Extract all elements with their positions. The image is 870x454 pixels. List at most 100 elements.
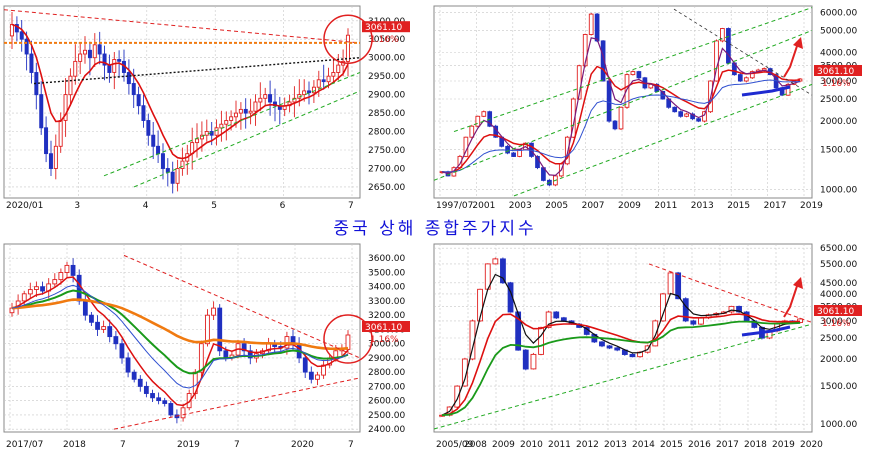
candle-body (345, 34, 350, 62)
plot-frame (433, 5, 813, 199)
candle-body (137, 378, 143, 387)
y-tick-label: 2500.00 (368, 411, 405, 421)
candle-body (195, 138, 200, 144)
last-value-label: 3061.10 (817, 307, 854, 317)
candle-body (630, 71, 636, 76)
y-tick-label: 3200.00 (368, 311, 405, 321)
y-tick-label: 2000.00 (820, 355, 857, 365)
x-tick-label: 2019 (177, 440, 200, 450)
y-tick-label: 1000.00 (820, 420, 857, 430)
candle-body (113, 336, 119, 345)
candle-body (241, 343, 247, 352)
candle-body (70, 264, 76, 276)
candle-body (78, 53, 83, 62)
candle-body (146, 120, 151, 136)
x-tick-label: 2016 (688, 440, 711, 450)
support-line (741, 325, 791, 337)
candle-body (204, 131, 209, 136)
candle-body (258, 97, 263, 103)
y-tick-label: 3000.00 (820, 77, 857, 87)
y-tick-label: 2650.00 (368, 183, 405, 193)
trend-arrow (783, 42, 799, 78)
moving-average-line (11, 284, 349, 389)
y-tick-label: 2800.00 (368, 128, 405, 138)
candle-body (253, 101, 258, 112)
y-tick-label: 2750.00 (368, 146, 405, 156)
candle-body (101, 326, 107, 330)
y-tick-label: 2800.00 (368, 368, 405, 378)
candle-body (205, 314, 210, 345)
candle-body (461, 358, 468, 387)
candle-body (243, 108, 248, 114)
candle-body (492, 258, 499, 265)
channel-line (453, 7, 813, 133)
candle-body (217, 307, 223, 352)
candle-body (726, 28, 731, 64)
last-value-label: 3061.10 (817, 67, 854, 77)
candle-body (34, 286, 39, 290)
candle-body (224, 120, 229, 125)
candle-body (24, 38, 29, 55)
candle-body (21, 293, 27, 302)
last-value-box (362, 21, 410, 33)
x-tick-label: 2007 (582, 201, 605, 211)
candle-body (660, 293, 666, 322)
x-tick-label: 2019 (772, 440, 795, 450)
candle-body (44, 127, 49, 155)
x-tick-label: 2013 (604, 440, 627, 450)
x-tick-label: 4 (143, 201, 149, 211)
trend-line (648, 263, 813, 323)
y-tick-label: 6000.00 (820, 8, 857, 18)
candle-body (160, 153, 165, 169)
candle-body (223, 350, 229, 359)
candle-body (302, 357, 308, 373)
y-tick-label: 2900.00 (368, 354, 405, 364)
candle-body (749, 71, 755, 79)
channel-line (433, 29, 813, 181)
x-tick-label: 2018 (744, 440, 767, 450)
candle-body (599, 341, 605, 347)
candle-body (162, 400, 168, 404)
x-tick-label: 7 (234, 440, 240, 450)
x-tick-label: 2020/01 (6, 201, 43, 211)
y-tick-label: 3600.00 (368, 254, 405, 264)
candle-body (92, 44, 97, 59)
y-tick-label: 3400.00 (368, 283, 405, 293)
candle-body (698, 317, 704, 325)
x-tick-label: 7 (348, 440, 354, 450)
x-tick-label: 2008 (464, 440, 487, 450)
channel-line (133, 90, 361, 188)
candle-body (180, 160, 185, 169)
candle-body (560, 317, 567, 322)
candle-body (720, 28, 725, 42)
candle-body (131, 371, 137, 380)
x-tick-label: 2017/07 (6, 440, 43, 450)
candle-body (247, 350, 253, 359)
last-value-box (362, 321, 410, 332)
x-tick-label: 2020 (800, 440, 823, 450)
candle-body (678, 111, 684, 117)
candle-body (500, 258, 506, 284)
x-tick-label: 7 (348, 201, 354, 211)
trend-line (123, 254, 361, 359)
x-tick-label: 2018 (63, 440, 86, 450)
moving-average-line (11, 298, 349, 351)
candle-body (112, 59, 117, 73)
candle-body (331, 72, 336, 77)
x-tick-label: 2017 (716, 440, 739, 450)
candle-body (82, 300, 88, 316)
candle-body (736, 305, 742, 313)
y-tick-label: 2850.00 (368, 109, 405, 119)
candle-body (19, 31, 24, 40)
candle-body (321, 364, 326, 376)
y-tick-label: 1000.00 (820, 186, 857, 196)
x-tick-label: 7 (120, 440, 126, 450)
candle-body (40, 286, 45, 292)
candle-body (308, 371, 314, 380)
candle-body (454, 385, 461, 408)
candle-body (214, 127, 219, 136)
moving-average-line (11, 23, 349, 160)
candle-body (186, 393, 192, 409)
y-tick-label: 3000.00 (368, 54, 405, 64)
x-tick-label: 2009 (492, 440, 515, 450)
